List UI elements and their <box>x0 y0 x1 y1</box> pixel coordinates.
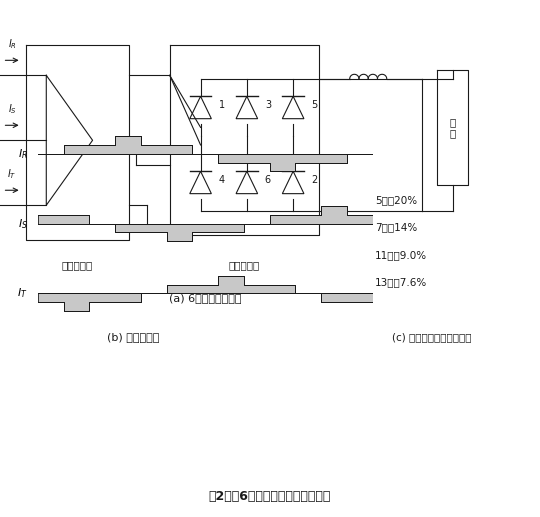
Text: $I_T$: $I_T$ <box>17 286 28 300</box>
Text: 3: 3 <box>265 100 271 110</box>
Text: $I_R$: $I_R$ <box>8 38 17 51</box>
Text: 負
荷: 負 荷 <box>449 117 456 139</box>
Text: $I_S$: $I_S$ <box>17 217 28 231</box>
Text: (a) 6相整流回路の例: (a) 6相整流回路の例 <box>170 293 242 303</box>
Text: 11次：9.0%: 11次：9.0% <box>375 250 427 260</box>
Text: 6: 6 <box>265 175 271 185</box>
Text: 5: 5 <box>311 100 318 110</box>
Text: $I_T$: $I_T$ <box>8 168 17 181</box>
Text: 13次：7.6%: 13次：7.6% <box>375 277 427 287</box>
Text: 1: 1 <box>219 100 225 110</box>
Text: 7次：14%: 7次：14% <box>375 222 417 233</box>
Text: （変圧器）: （変圧器） <box>62 260 93 270</box>
Text: $I_S$: $I_S$ <box>8 102 17 116</box>
Text: $I_R$: $I_R$ <box>18 147 28 161</box>
Text: （整流器）: （整流器） <box>228 260 260 270</box>
Text: 第2図　6相整流器の高調波発生例: 第2図 6相整流器の高調波発生例 <box>209 490 331 503</box>
Text: 5次：20%: 5次：20% <box>375 195 417 205</box>
Text: (b) 電流波形例: (b) 電流波形例 <box>107 332 160 342</box>
Text: 2: 2 <box>311 175 318 185</box>
Text: (c) 高調波成分（計算値）: (c) 高調波成分（計算値） <box>392 332 472 342</box>
Text: 4: 4 <box>219 175 225 185</box>
